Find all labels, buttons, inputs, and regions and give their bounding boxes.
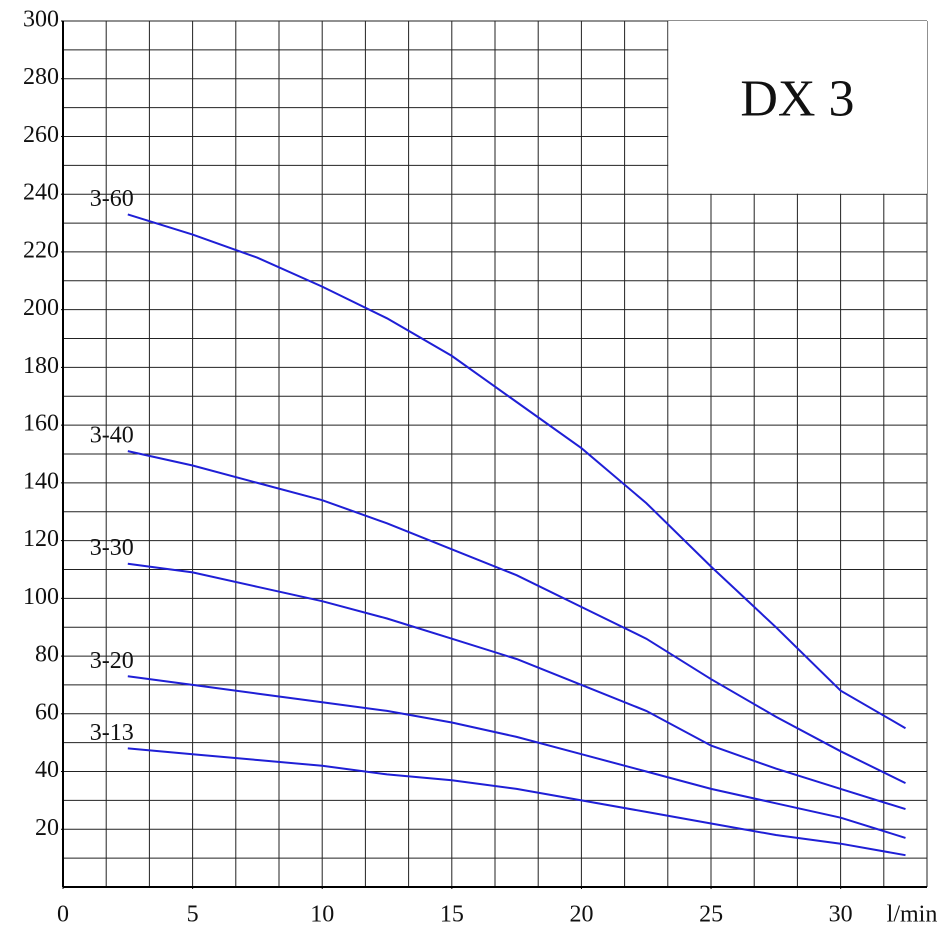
x-axis-label: l/min — [887, 902, 938, 928]
y-tick-label: 20 — [35, 815, 59, 841]
y-tick-label: 40 — [35, 757, 59, 783]
x-tick-label: 10 — [310, 902, 334, 928]
x-tick-label: 20 — [569, 902, 593, 928]
series-label: 3-30 — [90, 535, 134, 561]
series-label: 3-13 — [90, 720, 134, 746]
series-line — [127, 213, 907, 730]
x-tick-label: 0 — [57, 902, 69, 928]
series-line — [127, 562, 906, 811]
y-tick-label: 280 — [23, 64, 59, 90]
chart-title: DX 3 — [740, 71, 854, 128]
y-tick-label: 60 — [35, 699, 59, 725]
y-tick-label: 240 — [23, 180, 59, 206]
y-tick-label: 180 — [23, 353, 59, 379]
x-tick-label: 25 — [699, 902, 723, 928]
y-tick-label: 220 — [23, 237, 59, 263]
series-line — [127, 747, 906, 857]
x-tick-label: 15 — [440, 902, 464, 928]
y-tick-label: 300 — [23, 7, 59, 33]
series-label: 3-20 — [90, 648, 134, 674]
series-line — [127, 675, 906, 839]
x-tick-label: 5 — [187, 902, 199, 928]
y-tick-label: 260 — [23, 122, 59, 148]
y-tick-label: 120 — [23, 526, 59, 552]
y-tick-label: 100 — [23, 584, 59, 610]
y-tick-label: 200 — [23, 295, 59, 321]
title-box — [668, 21, 927, 194]
y-tick-label: 160 — [23, 411, 59, 437]
series-label: 3-40 — [90, 423, 134, 449]
series-line — [127, 450, 906, 784]
y-tick-label: 140 — [23, 468, 59, 494]
y-tick-label: 80 — [35, 642, 59, 668]
x-tick-label: 30 — [829, 902, 853, 928]
series-label: 3-60 — [90, 186, 134, 212]
